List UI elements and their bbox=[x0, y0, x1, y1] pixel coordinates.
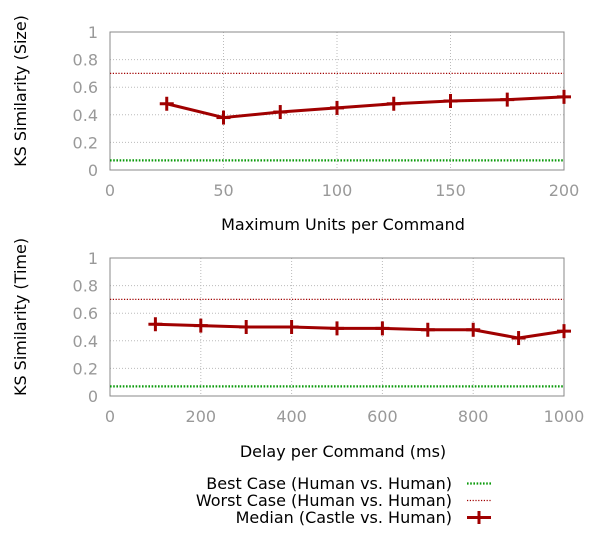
y-axis-label: KS Similarity (Time) bbox=[11, 238, 30, 396]
median-point bbox=[466, 322, 481, 337]
y-tick-label: 0.6 bbox=[73, 304, 98, 323]
median-point bbox=[511, 331, 526, 346]
x-tick-label: 200 bbox=[186, 407, 217, 426]
x-tick-label: 0 bbox=[105, 407, 115, 426]
median-series-line bbox=[166, 95, 565, 120]
y-tick-label: 0 bbox=[88, 161, 98, 180]
median-point bbox=[330, 100, 344, 115]
median-point bbox=[386, 96, 401, 111]
x-tick-label: 50 bbox=[213, 181, 233, 200]
x-tick-label: 0 bbox=[105, 181, 115, 200]
x-tick-label: 800 bbox=[458, 407, 489, 426]
median-point bbox=[216, 110, 231, 125]
legend: Best Case (Human vs. Human) Worst Case (… bbox=[196, 474, 491, 527]
y-tick-label: 1 bbox=[88, 23, 98, 42]
x-tick-label: 200 bbox=[549, 181, 580, 200]
x-tick-label: 100 bbox=[322, 181, 353, 200]
median-point bbox=[330, 321, 344, 336]
y-tick-label: 1 bbox=[88, 249, 98, 268]
x-axis-label: Delay per Command (ms) bbox=[240, 442, 446, 461]
y-tick-label: 0.4 bbox=[73, 106, 98, 125]
median-point bbox=[557, 89, 571, 104]
median-point bbox=[500, 92, 515, 107]
median-point bbox=[159, 96, 174, 111]
x-tick-label: 400 bbox=[276, 407, 307, 426]
chart-time: 0 200 400 600 800 1000 0 0.2 0.4 0.6 0.8 1 Delay per… bbox=[11, 238, 584, 461]
median-point bbox=[557, 324, 571, 339]
y-tick-label: 0.2 bbox=[73, 133, 98, 152]
median-point bbox=[443, 94, 458, 108]
median-point bbox=[420, 322, 435, 337]
y-axis-label: KS Similarity (Size) bbox=[11, 15, 30, 167]
x-tick-label: 1000 bbox=[544, 407, 585, 426]
median-point bbox=[193, 318, 208, 333]
median-point bbox=[148, 317, 163, 332]
median-point bbox=[284, 320, 299, 334]
x-tick-label: 600 bbox=[367, 407, 398, 426]
median-series-line bbox=[155, 322, 565, 340]
legend-label-worst: Worst Case (Human vs. Human) bbox=[196, 491, 452, 510]
legend-label-best: Best Case (Human vs. Human) bbox=[206, 474, 452, 493]
y-tick-label: 0.2 bbox=[73, 359, 98, 378]
median-point bbox=[273, 105, 288, 120]
y-tick-label: 0.8 bbox=[73, 51, 98, 70]
legend-label-median: Median (Castle vs. Human) bbox=[236, 508, 452, 527]
median-point bbox=[375, 321, 390, 336]
x-axis-label: Maximum Units per Command bbox=[221, 215, 465, 234]
chart-size: 0 50 100 150 200 0 0.2 0.4 0.6 0.8 1 Maximum Units … bbox=[11, 15, 579, 234]
x-tick-label: 150 bbox=[435, 181, 466, 200]
y-tick-label: 0.8 bbox=[73, 277, 98, 296]
median-point bbox=[239, 320, 254, 334]
y-tick-label: 0.6 bbox=[73, 78, 98, 97]
y-tick-label: 0.4 bbox=[73, 332, 98, 351]
y-tick-label: 0 bbox=[88, 387, 98, 406]
